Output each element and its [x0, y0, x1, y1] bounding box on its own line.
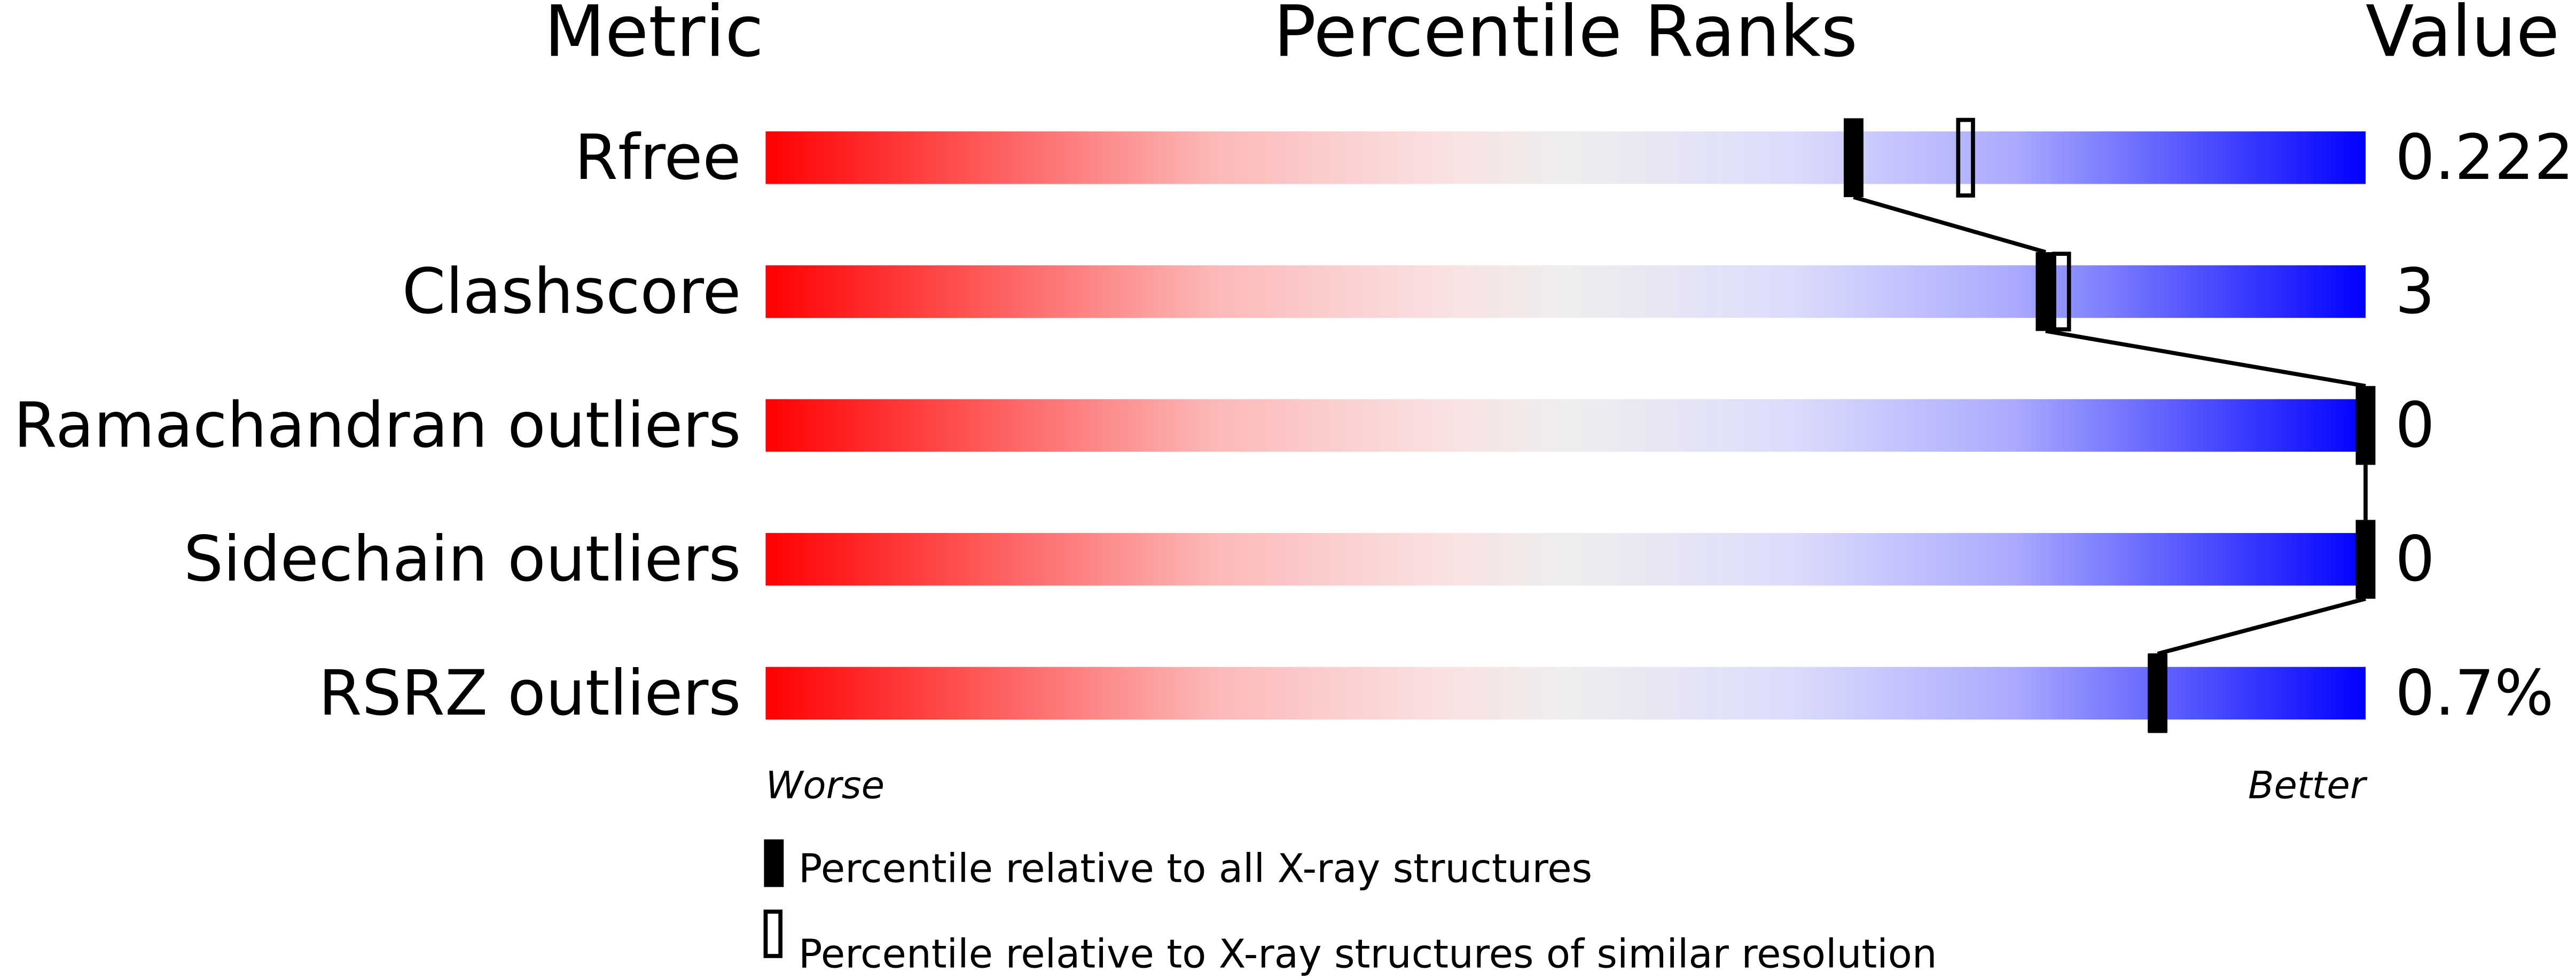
- worse-label: Worse: [765, 763, 884, 808]
- metric-label: Rfree: [575, 121, 741, 194]
- percentile-bar: [765, 265, 2366, 318]
- all-structures-marker: [2035, 252, 2056, 331]
- connector-line: [1853, 195, 2046, 254]
- legend-filled-marker: [764, 839, 784, 887]
- metric-value: 0.7%: [2395, 657, 2554, 730]
- percentile-bar: [765, 131, 2366, 184]
- metric-label: Sidechain outliers: [184, 523, 741, 596]
- metric-value: 3: [2395, 255, 2434, 328]
- all-structures-marker: [2355, 520, 2376, 599]
- metric-label: RSRZ outliers: [318, 657, 741, 730]
- connector-line: [2045, 328, 2366, 388]
- similar-resolution-marker: [1956, 118, 1975, 198]
- percentile-bar: [765, 667, 2366, 720]
- metric-value: 0: [2395, 389, 2434, 462]
- legend-open-marker: [763, 910, 783, 958]
- value-header: Value: [2366, 0, 2559, 73]
- all-structures-marker: [1844, 118, 1864, 198]
- metric-value: 0.222: [2395, 121, 2574, 194]
- metric-label: Clashscore: [402, 255, 741, 328]
- percentile-bar: [765, 533, 2366, 586]
- legend-all-label: Percentile relative to all X-ray structu…: [798, 846, 1592, 892]
- percentile-bar: [765, 399, 2366, 452]
- connector-line: [2157, 597, 2367, 656]
- percentile-ranks-header: Percentile Ranks: [1273, 0, 1858, 73]
- all-structures-marker: [2148, 654, 2168, 733]
- metric-value: 0: [2395, 523, 2434, 596]
- metric-header: Metric: [544, 0, 764, 73]
- legend-similar-label: Percentile relative to X-ray structures …: [798, 931, 1937, 977]
- metric-label: Ramachandran outliers: [13, 389, 741, 462]
- all-structures-marker: [2355, 386, 2376, 465]
- better-label: Better: [2248, 763, 2368, 808]
